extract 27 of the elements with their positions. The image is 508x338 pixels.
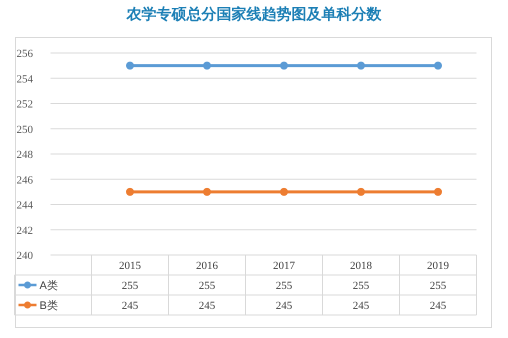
y-tick-label: 252 (16, 98, 33, 110)
data-label: 245 (276, 300, 293, 312)
y-tick-label: 254 (16, 73, 34, 86)
legend-label: B类 (40, 299, 58, 312)
y-tick-label: 242 (16, 224, 33, 237)
y-tick-label: 256 (16, 48, 34, 60)
x-tick-label: 2018 (350, 260, 372, 272)
data-label: 255 (430, 280, 447, 292)
x-tick-label: 2016 (196, 260, 218, 272)
x-tick-label: 2019 (427, 260, 450, 272)
chart-title: 农学专硕总分国家线趋势图及单科分数 (126, 5, 382, 23)
data-label: 245 (430, 300, 447, 312)
data-label: 255 (352, 280, 370, 292)
x-tick-label: 2015 (119, 260, 142, 272)
data-label: 245 (122, 300, 139, 312)
legend-label: A类 (40, 279, 58, 292)
y-tick-label: 244 (16, 200, 34, 212)
data-label: 245 (352, 300, 370, 312)
data-label: 245 (198, 300, 216, 312)
data-label: 255 (276, 280, 293, 292)
y-tick-label: 248 (16, 149, 34, 161)
y-tick-label: 240 (16, 250, 34, 262)
data-label: 255 (198, 280, 216, 292)
data-label: 255 (122, 280, 139, 292)
y-tick-label: 246 (16, 174, 34, 186)
y-tick-label: 250 (16, 124, 34, 136)
x-tick-label: 2017 (273, 260, 296, 272)
